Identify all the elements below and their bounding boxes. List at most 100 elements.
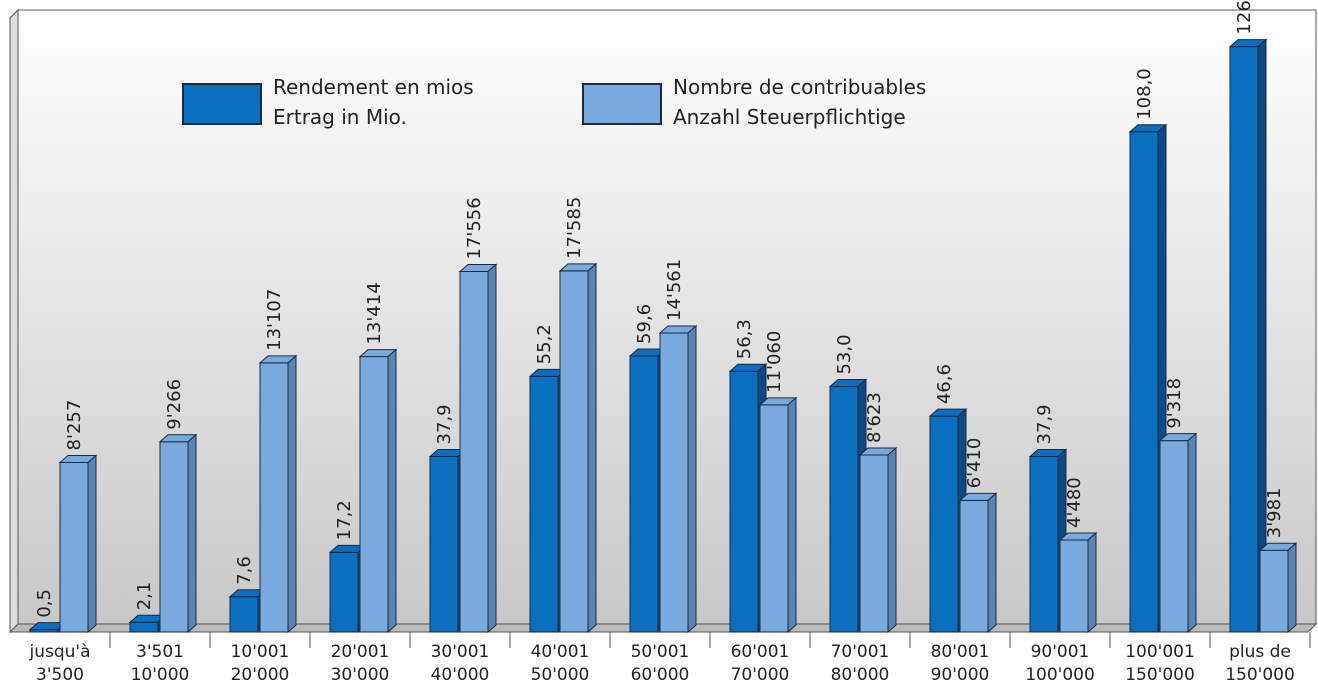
bar-front [729,370,759,633]
bar-front [829,386,859,633]
bar-side [687,324,697,634]
legend-label: Rendement en mios [273,75,474,99]
data-label: 6'410 [964,438,985,489]
x-tick-label: 40'001 [531,642,590,662]
bar-side [787,396,797,634]
data-label: 8'257 [64,400,85,451]
bar-side [1087,531,1097,634]
data-label: 59,6 [634,304,655,344]
data-label: 17'585 [564,197,585,259]
data-label: 11'060 [764,331,785,393]
legend-swatch [182,83,262,125]
bar-front [529,375,559,633]
x-tick-label: 90'000 [931,665,990,685]
bar-front [1129,131,1159,633]
data-label: 17'556 [464,197,485,259]
bar-side [1287,542,1297,634]
bar [458,263,498,634]
bar-side [187,433,197,634]
x-tick-label: 60'001 [731,642,790,662]
x-tick-label: 20'000 [231,665,290,685]
bar-side [487,263,497,634]
bar [58,454,98,634]
x-tick-label: 20'001 [331,642,390,662]
x-tick-label: 150'000 [1225,665,1295,685]
bar-front [659,332,689,633]
data-label: 0,5 [34,589,55,618]
legend-swatch [582,83,662,125]
bar-front [929,415,959,633]
x-tick-label: 70'001 [831,642,890,662]
x-tick-label: 100'001 [1125,642,1195,662]
x-tick-label: 90'001 [1031,642,1090,662]
data-label: 13'107 [264,289,285,351]
x-tick-label: plus de [1229,642,1291,662]
x-tick-label: 50'000 [531,665,590,685]
data-label: 126,4 [1234,0,1255,35]
data-label: 37,9 [1034,404,1055,444]
legend-label: Ertrag in Mio. [273,105,407,129]
bar [1228,38,1268,634]
bar-front [959,499,989,633]
bar [1158,432,1198,634]
data-label: 56,3 [734,319,755,359]
bar-side [387,348,397,634]
bar-front [1259,549,1289,633]
bar [658,324,698,634]
bar [1058,531,1098,634]
bar [828,378,868,634]
bar-front [359,356,389,633]
data-label: 17,2 [334,500,355,540]
bar [1258,542,1298,634]
data-label: 9'318 [1164,378,1185,429]
data-label: 108,0 [1134,68,1155,120]
bar-front [259,362,289,633]
bar-side [1187,432,1197,634]
bar-front [59,461,89,633]
x-tick-label: 10'000 [131,665,190,685]
x-tick-label: 30'000 [331,665,390,685]
data-label: 13'414 [364,282,385,344]
legend: Rendement en mios Ertrag in Mio. Nombre de… [182,75,926,129]
bar-front [759,404,789,633]
bar [858,446,898,634]
bar-side [987,492,997,634]
side-wall [9,8,19,634]
bar-front [1059,539,1089,633]
x-tick-label: 80'000 [831,665,890,685]
data-label: 8'623 [864,392,885,443]
bar-front [129,621,159,633]
x-tick-label: 60'000 [631,665,690,685]
x-tick-label: 3'501 [136,642,184,662]
bar-front [429,455,459,633]
x-tick-label: 100'000 [1025,665,1095,685]
x-tick-label: 40'000 [431,665,490,685]
data-label: 14'561 [664,259,685,321]
bar [958,492,998,634]
x-tick-label: 150'000 [1125,665,1195,685]
bar [558,262,598,634]
data-label: 3'981 [1264,487,1285,538]
bar-front [559,270,589,633]
bar-front [159,441,189,633]
data-label: 9'266 [164,379,185,430]
x-tick-label: jusqu'à [28,642,90,662]
bar-side [87,454,97,634]
legend-label: Anzahl Steuerpflichtige [673,105,906,129]
bar-front [1159,440,1189,633]
bar [358,348,398,634]
data-label: 2,1 [134,582,155,611]
bar-front [1029,455,1059,633]
bar-side [287,354,297,634]
legend-label: Nombre de contribuables [673,75,926,99]
bar-side [1257,38,1267,634]
bar-front [459,271,489,633]
data-label: 55,2 [534,324,555,364]
data-label: 53,0 [834,334,855,374]
bar-front [329,551,359,633]
bar-side [587,262,597,634]
bar-front [1229,46,1259,633]
data-label: 7,6 [234,556,255,585]
bar-front [629,355,659,633]
